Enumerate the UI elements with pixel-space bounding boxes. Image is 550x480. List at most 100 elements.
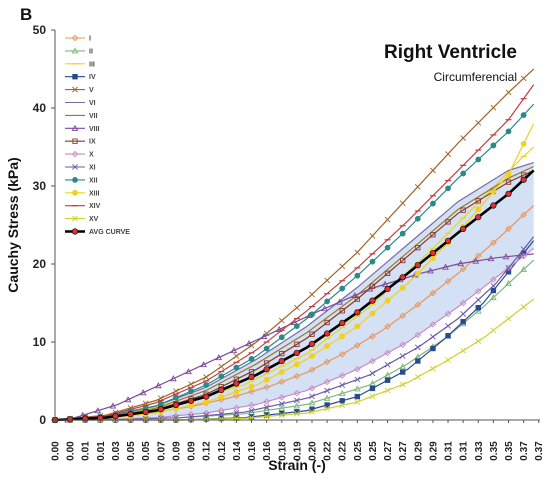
series-xiii-point: [475, 206, 482, 213]
series-xiii-point: [399, 284, 406, 291]
series-xii-point: [354, 272, 361, 279]
series-xii-point: [430, 200, 436, 207]
series-xiii-point: [384, 297, 391, 304]
axes-layer: 0 10 20 30 40 50 0.00 0.00 0.01 0.01 0.03 0.05 0.05 0…: [33, 23, 546, 461]
x-tick-label: 0.00: [66, 441, 77, 461]
series-iv-point: [248, 414, 255, 420]
series-avg-curve-point: [475, 214, 482, 221]
series-viii-point: [457, 260, 465, 267]
series-viii-point: [94, 407, 102, 414]
legend-entry-viii: VIII: [65, 124, 100, 133]
series-iv-point: [430, 345, 436, 352]
series-iv-point: [445, 333, 451, 339]
series-iv-point: [339, 398, 345, 404]
legend-entry-v: V: [65, 86, 94, 94]
series-ix-point: [339, 308, 345, 314]
series-xii-point: [324, 298, 331, 305]
series-viii-point: [109, 402, 117, 409]
legend-entry-ii: II: [65, 47, 93, 55]
series-xiii-point: [339, 333, 346, 340]
series-avg-curve-point: [460, 225, 467, 232]
legend-label: I: [89, 36, 91, 43]
series-xiii-point: [309, 352, 315, 359]
series-xv-point: [354, 399, 361, 405]
y-tick-label: 10: [33, 335, 47, 349]
x-tick-label: 0.31: [444, 441, 455, 461]
series-xi-point: [369, 370, 376, 377]
range-band-layer: [55, 162, 534, 420]
series-avg-curve-point: [324, 330, 331, 337]
x-tick-label: 0.12: [217, 441, 228, 461]
series-i-point: [308, 366, 316, 374]
series-avg-curve: [51, 169, 535, 424]
series-avg-curve-point: [157, 406, 164, 413]
series-xii-point: [233, 364, 240, 371]
series-iv-point: [475, 304, 481, 311]
series-xiii-point: [505, 171, 512, 178]
series-xiii-point: [520, 140, 527, 147]
series-avg-curve-point: [339, 319, 346, 326]
series-avg-curve-point: [369, 297, 376, 304]
series-ii-point: [490, 294, 497, 301]
series-x-point: [429, 321, 437, 328]
series-avg-curve-point: [127, 411, 134, 418]
y-tick-label: 30: [33, 179, 47, 193]
series-xv-point: [399, 381, 406, 388]
legend-label: XII: [89, 177, 98, 184]
legend-swatch-point: [72, 138, 78, 144]
x-tick-label: 0.29: [413, 441, 424, 461]
series-xi-point: [399, 353, 406, 359]
legend-entry-x: X: [65, 150, 94, 159]
series-avg-curve-point: [505, 190, 512, 197]
series-xv-point: [460, 347, 467, 354]
series-ii-point: [293, 402, 301, 409]
series-iv-point: [324, 402, 330, 408]
series-iv-point: [354, 393, 361, 400]
series-xii-point: [278, 334, 285, 341]
x-tick-label: 0.25: [368, 441, 379, 461]
series-v-point: [460, 135, 467, 141]
series-ix-point: [400, 257, 406, 264]
legend-swatch-point: [71, 47, 79, 54]
series-xii-point: [248, 356, 255, 362]
series-v-point: [445, 151, 451, 157]
series-avg-curve-point: [399, 274, 406, 281]
legend-label: IX: [89, 139, 96, 146]
series-xv-point: [369, 393, 376, 400]
series-xii-point: [399, 230, 406, 237]
series-xv-point: [263, 413, 270, 420]
series-xv-point: [445, 357, 451, 363]
series-avg-curve-point: [248, 373, 255, 381]
series-v-point: [293, 304, 300, 311]
series-x-point: [520, 252, 527, 260]
series-x-point: [399, 341, 406, 348]
series-xiii-point: [324, 343, 331, 349]
series-x-point: [308, 385, 316, 392]
series-xi-point: [293, 397, 300, 404]
legend-label: IV: [89, 74, 96, 81]
series-ii-point: [520, 265, 527, 272]
series-avg-curve-point: [187, 397, 195, 404]
legend-label: II: [89, 48, 93, 55]
x-tick-label: 0.31: [459, 441, 470, 461]
series-viii-point: [245, 340, 253, 347]
series-viii-point: [154, 382, 162, 389]
series-viii-point: [260, 333, 268, 340]
series-xii-point: [188, 388, 194, 395]
series-x-point: [369, 357, 376, 365]
series-viii-point: [139, 389, 147, 396]
series-line-xiii: [54, 123, 535, 421]
series-ix-point: [445, 219, 451, 225]
series-i-point: [293, 372, 301, 380]
series-xi-point: [248, 407, 255, 414]
series-x-point: [354, 366, 361, 373]
legend-swatch-point: [72, 164, 78, 170]
series-avg-curve-point: [203, 393, 210, 400]
series-v-point: [369, 233, 376, 239]
series-x-point: [323, 378, 331, 386]
legend-swatch-point: [71, 228, 79, 235]
x-tick-label: 0.25: [353, 441, 364, 461]
series-viii-point: [124, 396, 132, 403]
legend-label: III: [89, 61, 95, 68]
